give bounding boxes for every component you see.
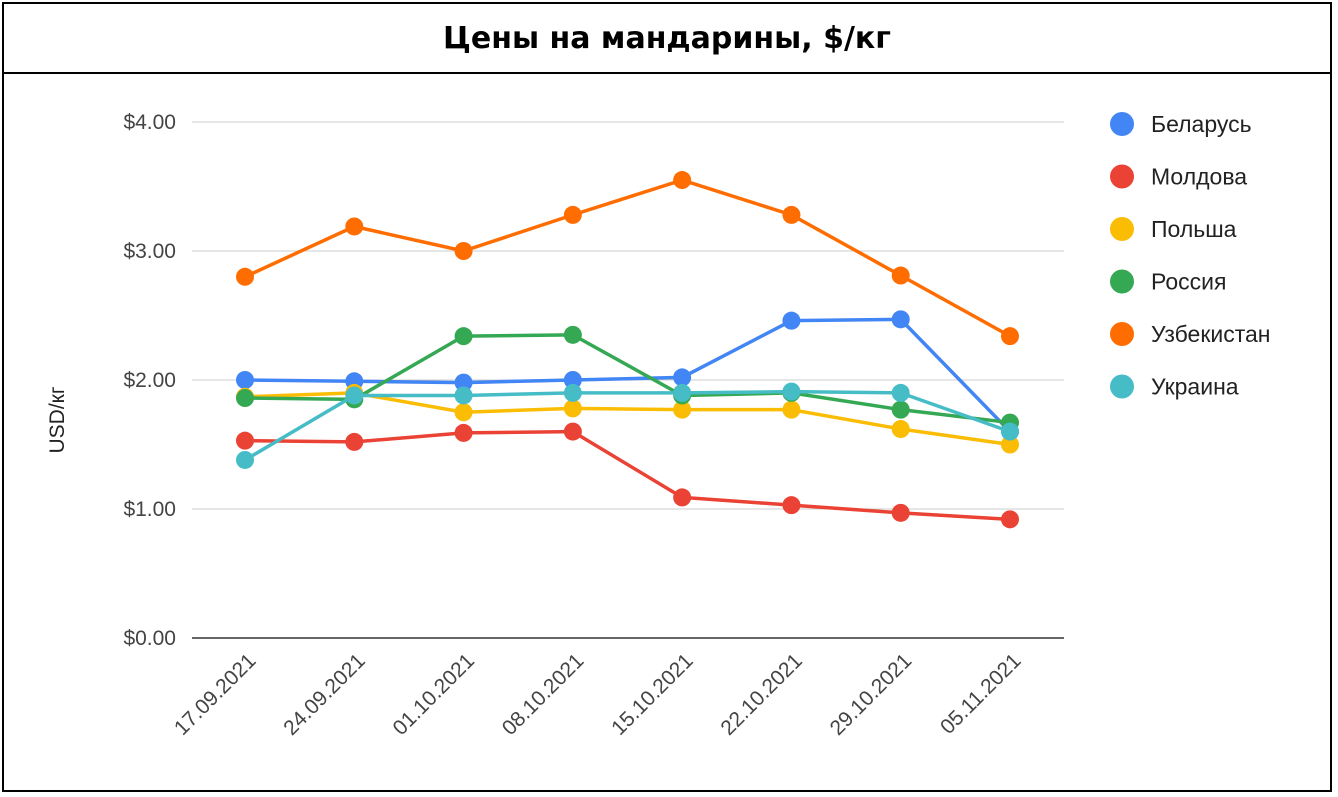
data-point <box>891 266 910 285</box>
legend-label: Украина <box>1151 374 1239 400</box>
data-point <box>891 400 910 419</box>
data-point <box>563 371 582 389</box>
legend-marker <box>1110 269 1134 294</box>
x-tick-label: 05.11.2021 <box>936 649 1025 738</box>
data-point <box>673 400 692 419</box>
data-point <box>236 267 254 286</box>
legend-item: Молдова <box>1110 164 1247 190</box>
chart-title: Цены на мандарины, $/кг <box>443 20 891 56</box>
legend-label: Узбекистан <box>1151 321 1271 347</box>
y-tick-label: $3.00 <box>123 240 176 263</box>
y-tick-label: $0.00 <box>123 627 176 650</box>
data-point <box>454 403 473 422</box>
data-point <box>454 386 473 405</box>
series-5 <box>236 171 1019 346</box>
legend-item: Россия <box>1110 269 1226 295</box>
data-point <box>1001 422 1019 441</box>
data-point <box>891 420 910 439</box>
legend-item: Польша <box>1110 216 1237 242</box>
series-line <box>243 317 1012 434</box>
data-point <box>454 373 473 392</box>
legend-marker <box>1110 112 1134 136</box>
legend-marker <box>1110 164 1134 189</box>
x-tick-label: 08.10.2021 <box>498 649 589 740</box>
data-point <box>782 311 801 330</box>
x-tick-label: 29.10.2021 <box>826 649 917 740</box>
x-tick-label: 24.09.2021 <box>279 649 370 740</box>
data-point <box>454 327 473 346</box>
data-point <box>782 205 801 224</box>
chart-title-bar: Цены на мандарины, $/кг <box>4 4 1330 74</box>
data-point <box>891 310 910 329</box>
data-point <box>345 386 364 405</box>
legend-label: Молдова <box>1151 164 1247 190</box>
data-point <box>673 383 692 402</box>
series-line <box>243 333 1012 425</box>
data-point <box>563 422 582 441</box>
y-tick-label: $2.00 <box>123 369 176 392</box>
y-axis-label: USD/кг <box>46 386 69 453</box>
data-point <box>891 383 910 402</box>
x-tick-label: 17.09.2021 <box>170 649 261 740</box>
data-point <box>673 368 692 387</box>
legend-label: Польша <box>1151 216 1237 242</box>
series-line <box>243 429 1012 522</box>
data-point <box>236 389 254 408</box>
data-point <box>673 488 692 507</box>
x-tick-label: 15.10.2021 <box>607 649 698 740</box>
series-2 <box>236 422 1019 529</box>
legend-item: Украина <box>1110 374 1239 400</box>
legend-label: Россия <box>1151 269 1226 295</box>
data-point <box>454 242 473 260</box>
data-point <box>1001 510 1019 529</box>
legend-marker <box>1110 374 1134 399</box>
series-1 <box>236 310 1019 441</box>
legend-item: Узбекистан <box>1110 321 1271 347</box>
series-line <box>243 389 1012 462</box>
legend-marker <box>1110 217 1134 241</box>
y-tick-label: $4.00 <box>123 111 176 134</box>
data-point <box>673 171 692 190</box>
data-point <box>1001 435 1019 454</box>
data-point <box>563 399 582 418</box>
legend: Беларусь Молдова Польша Россия Узбекистан Укр… <box>1110 111 1271 400</box>
x-axis: 17.09.2021 24.09.2021 01.10.2021 08.10.2021… <box>170 649 1026 740</box>
legend-label: Беларусь <box>1151 111 1252 137</box>
data-point <box>454 423 473 442</box>
data-point <box>236 371 254 389</box>
data-point <box>236 450 254 469</box>
legend-item: Беларусь <box>1110 111 1252 137</box>
data-point <box>1001 327 1019 346</box>
data-point <box>782 382 801 401</box>
data-point <box>782 496 801 515</box>
data-point <box>345 432 364 451</box>
data-point <box>236 431 254 450</box>
y-tick-label: $1.00 <box>123 498 176 521</box>
legend-marker <box>1110 322 1134 346</box>
data-point <box>891 503 910 522</box>
data-point <box>563 383 582 402</box>
x-tick-label: 22.10.2021 <box>716 649 807 740</box>
data-point <box>563 205 582 224</box>
series-6 <box>236 382 1019 469</box>
x-tick-label: 01.10.2021 <box>389 649 480 740</box>
data-point <box>782 400 801 419</box>
series-line <box>243 178 1012 338</box>
data-point <box>345 217 364 236</box>
data-point <box>563 325 582 344</box>
